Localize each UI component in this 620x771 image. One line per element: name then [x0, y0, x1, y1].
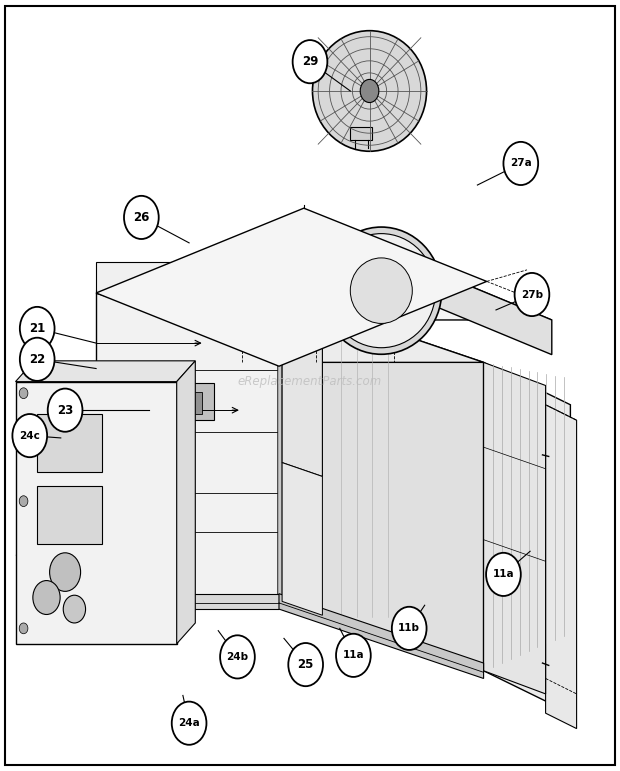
Polygon shape — [96, 208, 487, 366]
Polygon shape — [279, 594, 484, 678]
Circle shape — [117, 400, 125, 409]
Text: 22: 22 — [29, 353, 45, 365]
Polygon shape — [282, 295, 322, 476]
Text: 26: 26 — [133, 211, 149, 224]
Text: 24c: 24c — [19, 431, 40, 440]
Circle shape — [360, 79, 379, 103]
Bar — [174, 392, 202, 414]
Polygon shape — [484, 362, 570, 713]
Circle shape — [33, 581, 60, 614]
Circle shape — [48, 389, 82, 432]
Circle shape — [117, 389, 125, 398]
Circle shape — [515, 273, 549, 316]
Circle shape — [20, 338, 55, 381]
Circle shape — [392, 607, 427, 650]
Circle shape — [220, 635, 255, 678]
Polygon shape — [16, 361, 195, 382]
Circle shape — [20, 307, 55, 350]
Text: 11b: 11b — [398, 624, 420, 633]
Polygon shape — [279, 293, 484, 671]
Polygon shape — [278, 293, 282, 603]
Polygon shape — [16, 382, 177, 644]
Circle shape — [124, 196, 159, 239]
Circle shape — [126, 400, 134, 409]
Circle shape — [486, 553, 521, 596]
Text: 24b: 24b — [226, 652, 249, 662]
Text: 27b: 27b — [521, 290, 543, 299]
Text: 23: 23 — [57, 404, 73, 416]
Circle shape — [50, 553, 81, 591]
Ellipse shape — [312, 31, 427, 151]
Ellipse shape — [327, 234, 435, 348]
Circle shape — [126, 389, 134, 398]
Circle shape — [19, 388, 28, 399]
Polygon shape — [282, 463, 322, 615]
Text: 24a: 24a — [178, 719, 200, 728]
Polygon shape — [177, 361, 195, 644]
Polygon shape — [242, 258, 552, 320]
Text: 29: 29 — [302, 56, 318, 68]
Polygon shape — [350, 127, 372, 140]
Polygon shape — [546, 405, 577, 729]
Circle shape — [293, 40, 327, 83]
Circle shape — [19, 496, 28, 507]
Ellipse shape — [350, 258, 412, 324]
Circle shape — [12, 414, 47, 457]
Circle shape — [19, 623, 28, 634]
Circle shape — [63, 595, 86, 623]
Text: 11a: 11a — [343, 651, 364, 660]
Polygon shape — [96, 594, 279, 609]
Circle shape — [172, 702, 206, 745]
Polygon shape — [484, 362, 546, 694]
Bar — [37, 486, 102, 544]
Circle shape — [503, 142, 538, 185]
Bar — [37, 414, 102, 472]
Circle shape — [108, 389, 115, 398]
Polygon shape — [96, 293, 484, 362]
Text: 27a: 27a — [510, 159, 532, 168]
Text: eReplacementParts.com: eReplacementParts.com — [238, 375, 382, 388]
Polygon shape — [403, 258, 552, 355]
Polygon shape — [242, 258, 403, 293]
Text: 11a: 11a — [493, 570, 514, 579]
Text: 25: 25 — [298, 658, 314, 671]
Circle shape — [108, 400, 115, 409]
Text: 21: 21 — [29, 322, 45, 335]
Ellipse shape — [321, 227, 441, 355]
Circle shape — [288, 643, 323, 686]
Circle shape — [336, 634, 371, 677]
Polygon shape — [96, 293, 279, 601]
Polygon shape — [96, 262, 279, 293]
Bar — [167, 383, 214, 420]
